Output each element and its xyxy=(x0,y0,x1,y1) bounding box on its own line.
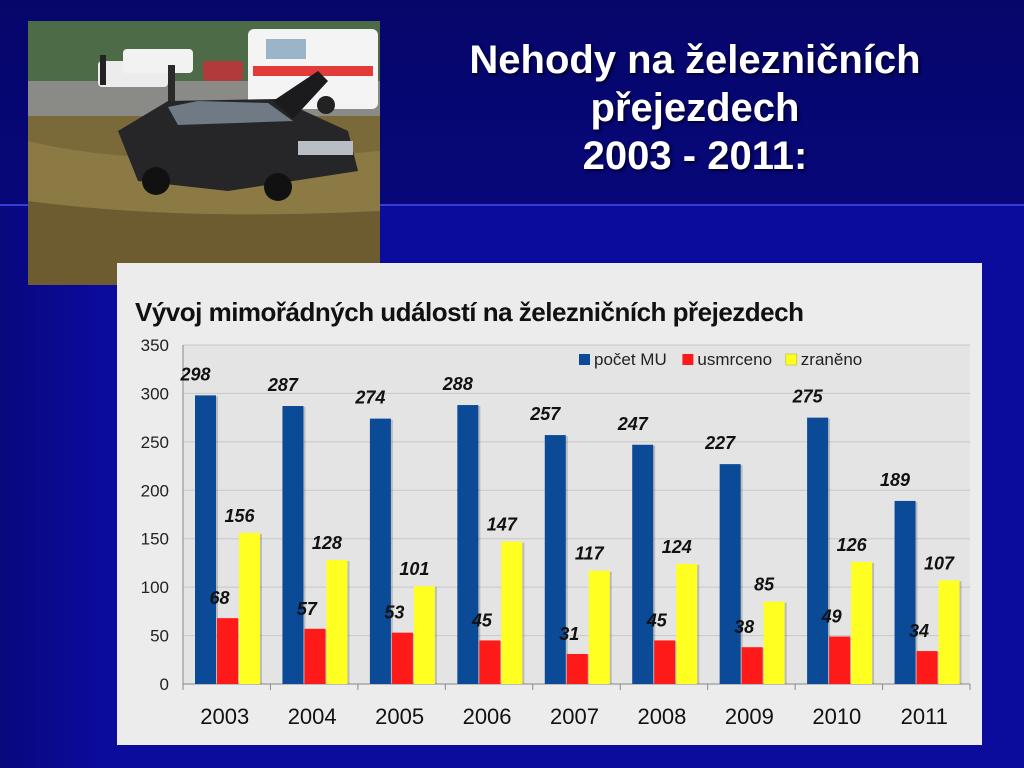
y-tick-label: 50 xyxy=(150,627,169,646)
header-divider xyxy=(0,204,1024,206)
data-label: 274 xyxy=(354,388,385,408)
x-tick-label: 2003 xyxy=(200,704,249,729)
x-tick-label: 2007 xyxy=(550,704,599,729)
left-strip xyxy=(0,206,100,768)
y-tick-label: 200 xyxy=(141,481,169,500)
x-tick-label: 2006 xyxy=(463,704,512,729)
y-tick-label: 0 xyxy=(160,675,169,694)
data-label: 275 xyxy=(792,387,824,407)
data-label: 189 xyxy=(880,470,910,490)
slide-title-line-1: Nehody na železničních xyxy=(469,38,921,82)
data-label: 49 xyxy=(821,607,842,627)
bar-počet-MU xyxy=(894,500,916,684)
data-label: 68 xyxy=(209,588,229,608)
data-label: 107 xyxy=(924,553,955,573)
data-label: 57 xyxy=(297,599,318,619)
accident-photo xyxy=(28,21,380,285)
x-tick-label: 2004 xyxy=(288,704,337,729)
bar-usmrceno xyxy=(654,640,676,684)
data-label: 31 xyxy=(559,624,579,644)
legend-entry: zraněno xyxy=(801,350,862,369)
data-label: 298 xyxy=(179,364,210,384)
bar-zraněno xyxy=(938,580,960,684)
data-label: 45 xyxy=(646,610,668,630)
bar-usmrceno xyxy=(916,651,938,684)
slide-title-line-3: 2003 - 2011: xyxy=(582,134,808,178)
legend-entry: usmrceno xyxy=(697,350,772,369)
bar-usmrceno xyxy=(741,647,763,684)
y-tick-label: 300 xyxy=(141,384,169,403)
data-label: 288 xyxy=(442,374,473,394)
data-label: 53 xyxy=(384,603,404,623)
legend-swatch xyxy=(682,354,694,365)
bar-zraněno xyxy=(588,570,610,684)
data-label: 124 xyxy=(662,537,692,557)
x-tick-label: 2011 xyxy=(901,704,948,729)
bar-usmrceno xyxy=(217,618,238,684)
bar-počet-MU xyxy=(544,435,566,684)
legend-swatch xyxy=(785,353,798,366)
data-label: 287 xyxy=(267,375,299,395)
bar-počet-MU xyxy=(195,395,216,684)
bar-zraněno xyxy=(413,586,435,684)
chart-title: Vývoj mimořádných událostí na železniční… xyxy=(135,297,804,327)
bar-počet-MU xyxy=(369,418,391,684)
data-label: 227 xyxy=(704,433,736,453)
data-label: 117 xyxy=(575,544,605,564)
data-label: 128 xyxy=(312,533,342,553)
y-tick-label: 100 xyxy=(141,578,169,597)
bar-zraněno xyxy=(851,561,873,684)
data-label: 147 xyxy=(487,515,518,535)
x-tick-label: 2008 xyxy=(637,704,686,729)
data-label: 126 xyxy=(837,535,868,555)
bar-usmrceno xyxy=(479,640,501,684)
bar-zraněno xyxy=(763,601,785,684)
bar-počet-MU xyxy=(282,406,304,684)
y-tick-label: 250 xyxy=(141,433,169,452)
y-tick-label: 150 xyxy=(141,530,169,549)
data-label: 45 xyxy=(471,610,493,630)
chart-panel: Vývoj mimořádných událostí na železniční… xyxy=(117,263,982,745)
bar-usmrceno xyxy=(304,628,326,684)
x-tick-label: 2009 xyxy=(725,704,774,729)
data-label: 156 xyxy=(224,506,255,526)
bar-zraněno xyxy=(501,541,523,684)
bar-zraněno xyxy=(676,563,698,684)
bar-počet-MU xyxy=(807,417,829,684)
bar-chart: 0 50 100 150 200 250 300 350 298 68 156 2003 287 57 12… xyxy=(141,336,971,729)
plot-area xyxy=(183,345,970,684)
data-label: 38 xyxy=(734,617,754,637)
bar-počet-MU xyxy=(632,444,654,684)
y-tick-label: 350 xyxy=(141,336,169,355)
data-label: 247 xyxy=(617,414,649,434)
accident-photo-drawing xyxy=(28,21,380,285)
slide-title: Nehody na železničních přejezdech 2003 -… xyxy=(395,36,995,180)
data-label: 85 xyxy=(754,575,775,595)
legend-entry: počet MU xyxy=(594,350,667,369)
data-label: 101 xyxy=(399,559,429,579)
bar-usmrceno xyxy=(829,636,851,684)
bar-počet-MU xyxy=(457,405,479,684)
x-tick-label: 2010 xyxy=(812,704,861,729)
slide-title-line-2: přejezdech xyxy=(590,86,800,130)
data-label: 257 xyxy=(529,404,561,424)
x-tick-label: 2005 xyxy=(375,704,424,729)
bar-usmrceno xyxy=(391,632,413,684)
legend-swatch xyxy=(579,354,590,365)
bar-usmrceno xyxy=(566,653,588,684)
data-label: 34 xyxy=(909,621,929,641)
bar-zraněno xyxy=(239,532,260,684)
bar-zraněno xyxy=(326,560,348,684)
bar-počet-MU xyxy=(719,464,741,684)
